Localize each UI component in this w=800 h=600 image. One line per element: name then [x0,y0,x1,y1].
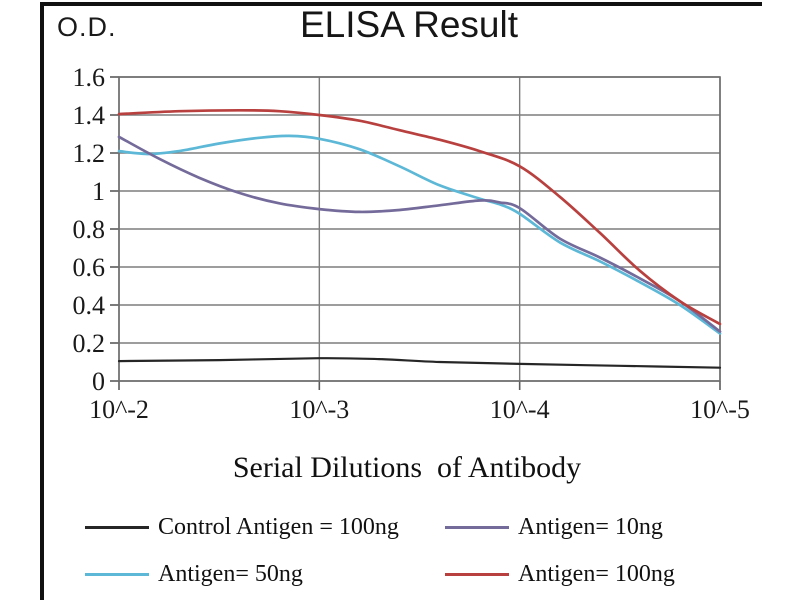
series-line-antigen-10ng [117,135,722,333]
legend-label: Antigen= 10ng [518,514,663,540]
y-tick-label: 0.2 [73,329,106,358]
legend-line-swatch-red [445,573,509,576]
legend-item-antigen-50ng: Antigen= 50ng [85,561,445,588]
series-line-antigen-100ng [117,108,722,326]
legend-line-swatch-black [85,526,149,529]
x-tick-label: 10^-4 [490,395,550,424]
y-tick-label: 0.6 [73,253,106,282]
y-tick-label: 0 [92,367,105,396]
y-tick-label: 1 [92,177,105,206]
legend-line-swatch-cyan [85,573,149,576]
frame-border-left [40,2,44,600]
x-axis-title: Serial Dilutions of Antibody [232,451,582,484]
y-tick-label: 1.2 [73,139,106,168]
chart-title: ELISA Result [299,4,519,45]
x-tick-label: 10^-3 [289,395,349,424]
legend-item-control-antigen-100ng: Control Antigen = 100ng [85,514,445,541]
series-line-antigen-50ng [117,134,722,335]
legend-item-antigen-100ng: Antigen= 100ng [445,561,675,588]
series-line-control-antigen-100ng [117,357,722,369]
plot-frame [118,76,721,382]
legend-label: Antigen= 100ng [518,561,675,587]
y-tick-label: 1.6 [73,63,106,92]
legend: Control Antigen = 100ng Antigen= 10ng An… [85,514,675,588]
legend-line-swatch-purple [445,526,509,529]
legend-item-antigen-10ng: Antigen= 10ng [445,514,675,541]
x-tick-label: 10^-2 [89,395,149,424]
legend-label: Control Antigen = 100ng [158,514,399,540]
y-axis-unit-label: O.D. [57,12,117,42]
y-tick-label: 0.8 [73,215,106,244]
frame-border-top [40,2,762,6]
x-tick-label: 10^-5 [690,395,750,424]
y-tick-label: 0.4 [73,291,106,320]
y-tick-label: 1.4 [73,101,106,130]
legend-label: Antigen= 50ng [158,561,303,587]
